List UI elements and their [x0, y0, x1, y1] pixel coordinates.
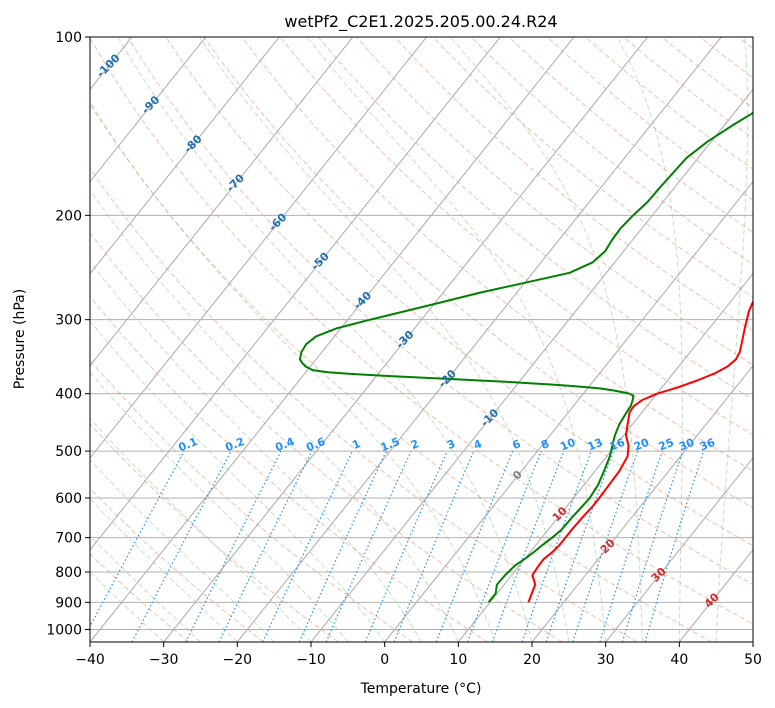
dry-adiabat	[90, 295, 488, 642]
dry-adiabat	[90, 359, 414, 642]
dry-adiabat	[547, 37, 753, 201]
dry-adiabat	[623, 37, 753, 139]
mixing-ratio-label: 2	[409, 437, 421, 452]
moist-adiabat	[90, 459, 275, 642]
mixing-ratio-label: 30	[677, 436, 696, 454]
x-tick-label: −10	[296, 652, 326, 668]
dry-adiabat	[470, 37, 753, 265]
x-tick-label: 20	[523, 652, 541, 668]
mixing-ratio-line	[599, 450, 663, 642]
moist-adiabat	[198, 37, 570, 642]
mixing-ratio-lines	[90, 450, 705, 642]
x-tick-label: −20	[223, 652, 253, 668]
mixing-ratio-line	[521, 450, 592, 642]
moist-adiabat	[90, 371, 349, 642]
dewpoint-line	[298, 111, 753, 603]
x-axis-title: Temperature (°C)	[360, 681, 482, 697]
y-tick-label: 1000	[46, 622, 82, 638]
mixing-ratio-line	[262, 450, 354, 642]
x-tick-label: 0	[380, 652, 389, 668]
mixing-ratio-line	[325, 450, 412, 642]
dry-adiabat	[90, 423, 339, 642]
y-tick-label: 900	[55, 595, 82, 611]
isotherm	[457, 272, 753, 642]
mixing-ratio-label: 3	[445, 437, 457, 452]
mixing-ratio-label: 20	[632, 436, 651, 454]
temperature-line	[527, 299, 753, 603]
dry-adiabat	[90, 167, 638, 642]
dry-adiabat	[279, 37, 753, 436]
moist-adiabat	[90, 320, 386, 642]
moist-adiabat	[449, 37, 643, 642]
isotherm	[236, 37, 722, 642]
dry-adiabat	[394, 37, 753, 332]
x-tick-label: −40	[75, 652, 105, 668]
mixing-ratio-label: 36	[698, 436, 717, 454]
dry-adiabat	[90, 102, 712, 642]
plot-frame	[89, 36, 754, 643]
dry-adiabats	[90, 37, 753, 642]
isotherm	[90, 37, 428, 459]
dry-adiabat	[127, 37, 753, 585]
mixing-ratio-line	[90, 450, 185, 628]
mixing-ratio-line	[621, 450, 684, 642]
mixing-ratio-label: 13	[586, 436, 605, 454]
dry-adiabat	[90, 231, 563, 642]
isotherm	[90, 37, 207, 183]
isotherm	[605, 457, 753, 642]
isotherm	[90, 37, 354, 367]
x-tick-label: 10	[449, 652, 467, 668]
y-tick-label: 300	[55, 313, 82, 329]
y-tick-label: 200	[55, 208, 82, 224]
y-axis: 100 200 300 400 500 600 700 800 900 1000	[46, 30, 90, 638]
y-tick-label: 500	[55, 444, 82, 460]
mixing-ratio-line	[644, 450, 705, 642]
moist-adiabat	[616, 37, 683, 642]
y-axis-title: Pressure (hPa)	[12, 289, 28, 389]
mixing-ratio-line	[572, 450, 639, 642]
mixing-ratio-line	[545, 450, 614, 642]
chart-title: wetPf2_C2E1.2025.205.00.24.R24	[284, 12, 557, 32]
moist-adiabat	[90, 260, 422, 642]
mixing-ratio-line	[218, 450, 313, 642]
x-axis: −40 −30 −20 −10 0 10 20 30 40 50	[75, 642, 762, 668]
mixing-ratio-label: 8	[539, 437, 551, 452]
mixing-ratio-label: 1	[350, 437, 362, 452]
x-tick-label: −30	[149, 652, 179, 668]
x-tick-label: 40	[670, 652, 688, 668]
dry-adiabat	[90, 37, 753, 625]
mixing-ratio-label: 25	[657, 436, 676, 454]
y-tick-label: 800	[55, 565, 82, 581]
y-tick-label: 400	[55, 387, 82, 403]
dry-adiabat	[318, 37, 753, 401]
moist-adiabat	[306, 37, 607, 642]
mixing-ratio-label: 16	[608, 436, 627, 454]
dry-adiabat	[203, 37, 753, 509]
mixing-ratio-line	[393, 450, 475, 642]
isotherm	[90, 37, 280, 275]
isotherm	[531, 364, 753, 642]
plot-area	[90, 37, 753, 642]
dry-adiabat	[165, 37, 753, 547]
moist-adiabat	[90, 100, 496, 642]
x-tick-label: 30	[597, 652, 615, 668]
mixing-ratio-line	[364, 450, 448, 642]
isotherm	[163, 37, 649, 642]
x-tick-label: 50	[744, 652, 762, 668]
mixing-ratio-line	[298, 450, 387, 642]
mixing-ratio-label: 10	[558, 436, 577, 454]
moist-adiabat	[715, 37, 749, 642]
pressure-grid	[90, 37, 753, 630]
y-tick-label: 700	[55, 531, 82, 547]
isotherm	[90, 37, 501, 551]
sounding-series	[298, 111, 753, 603]
isotherm	[384, 180, 753, 642]
y-tick-label: 600	[55, 491, 82, 507]
dry-adiabat	[90, 487, 264, 642]
y-tick-label: 100	[55, 30, 82, 46]
isotherm	[90, 37, 575, 642]
